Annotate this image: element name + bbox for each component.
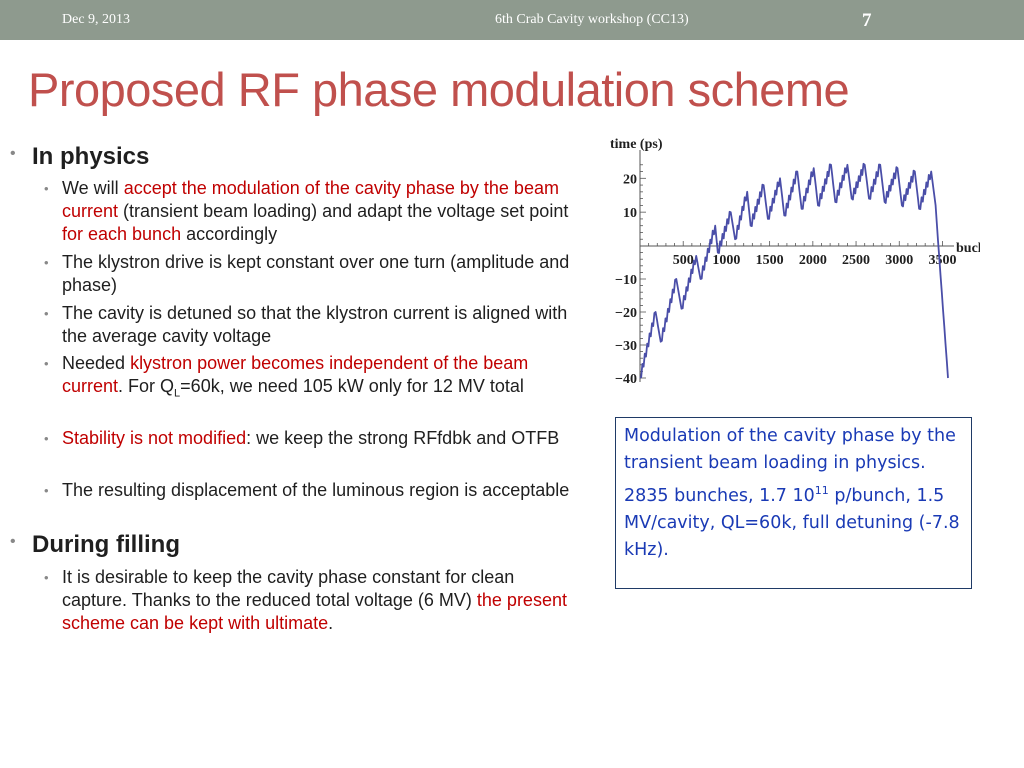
bullet-text: It is desirable to keep the cavity phase…	[62, 567, 515, 610]
y-tick-label: −30	[615, 339, 637, 354]
bullet-highlight: accept the modulation of the cavity phas…	[62, 178, 559, 221]
figure-caption: Modulation of the cavity phase by the tr…	[615, 417, 972, 589]
phase-series-line	[639, 162, 949, 379]
bullet-stability: • Stability is not modified: we keep the …	[44, 427, 570, 450]
subscript-l: L	[174, 387, 181, 400]
bullet-text: . For Q	[118, 376, 175, 396]
x-tick-label: 3500	[928, 253, 956, 268]
slide-header: Dec 9, 2013 6th Crab Cavity workshop (CC…	[0, 0, 1024, 40]
bullet-text: .	[328, 613, 334, 633]
bullet-text: The cavity is detuned so that the klystr…	[62, 303, 568, 346]
bullet-text: The resulting displacement of the lumino…	[62, 480, 570, 500]
phase-modulation-chart: time (ps) bucket 500 1000 1500 2000 2500 3000…	[610, 137, 980, 387]
bullet-highlight: for each bunch	[62, 224, 182, 244]
slide-title: Proposed RF phase modulation scheme	[28, 63, 850, 116]
bullet-text: The klystron drive is kept constant over…	[62, 252, 570, 295]
header-conference: 6th Crab Cavity workshop (CC13)	[495, 12, 689, 27]
bullet-highlight: Stability is not modified	[62, 428, 247, 448]
bullet-dot: •	[44, 483, 49, 498]
bullet-klystron-drive: • The klystron drive is kept constant ove…	[44, 251, 570, 297]
bullet-accept-modulation: • We will accept the modulation of the ca…	[44, 177, 570, 246]
heading-during-filling-text: During filling	[32, 531, 180, 558]
header-date: Dec 9, 2013	[62, 12, 131, 27]
bullet-dot: •	[44, 181, 49, 196]
x-tick-label: 3000	[885, 253, 913, 268]
heading-in-physics: • In physics	[10, 143, 150, 171]
bullet-text: (transient beam loading) and adapt the v…	[118, 201, 569, 221]
bullet-dot: •	[44, 570, 49, 585]
bullet-displacement: • The resulting displacement of the lumin…	[44, 479, 570, 502]
bullet-dot: •	[44, 431, 49, 446]
bullet-dot: •	[44, 356, 49, 371]
chart-ticks: 500 1000 1500 2000 2500 3000 3500 −40 −30 −20 −10 1…	[615, 164, 956, 387]
y-tick-label: 20	[623, 172, 637, 187]
bullet-cavity-phase-constant: • It is desirable to keep the cavity phas…	[44, 566, 570, 635]
x-tick-label: 2500	[842, 253, 870, 268]
bullet-highlight: the present scheme can be kept with ulti…	[62, 590, 567, 633]
bullet-dot: •	[44, 255, 49, 270]
bullet-text: accordingly	[181, 224, 278, 244]
heading-in-physics-text: In physics	[32, 143, 150, 170]
bullet-dot: •	[10, 533, 16, 550]
x-axis-label: bucket	[956, 241, 980, 256]
heading-during-filling: • During filling	[10, 531, 180, 559]
x-tick-label: 2000	[799, 253, 827, 268]
bullet-dot: •	[10, 145, 16, 162]
y-tick-label: −40	[615, 372, 637, 387]
slide-number: 7	[862, 10, 872, 31]
y-axis-label: time (ps)	[610, 137, 663, 152]
bullet-text: : we keep the strong RFfdbk and OTFB	[246, 428, 560, 448]
caption-text: p/bunch, 1.5 MV/cavity, QL=60k, full det…	[624, 485, 960, 560]
caption-text: Modulation of the cavity phase by the tr…	[624, 426, 956, 506]
bullet-text: Needed	[62, 353, 131, 373]
bullet-text: =60k, we need 105 kW only for 12 MV tota…	[180, 376, 524, 396]
bullet-cavity-detuned: • The cavity is detuned so that the klyst…	[44, 302, 570, 348]
caption-superscript: 11	[814, 484, 829, 497]
x-tick-label: 1000	[712, 253, 740, 268]
x-tick-label: 500	[673, 253, 694, 268]
y-tick-label: 10	[623, 206, 637, 221]
bullet-text: We will	[62, 178, 124, 198]
bullet-highlight: klystron power becomes independent of th…	[62, 353, 529, 396]
chart-series	[639, 162, 949, 379]
y-tick-label: −10	[615, 273, 637, 288]
bullet-dot: •	[44, 306, 49, 321]
y-tick-label: −20	[615, 306, 637, 321]
bullet-klystron-power: • Needed klystron power becomes independe…	[44, 352, 570, 406]
x-tick-label: 1500	[756, 253, 784, 268]
